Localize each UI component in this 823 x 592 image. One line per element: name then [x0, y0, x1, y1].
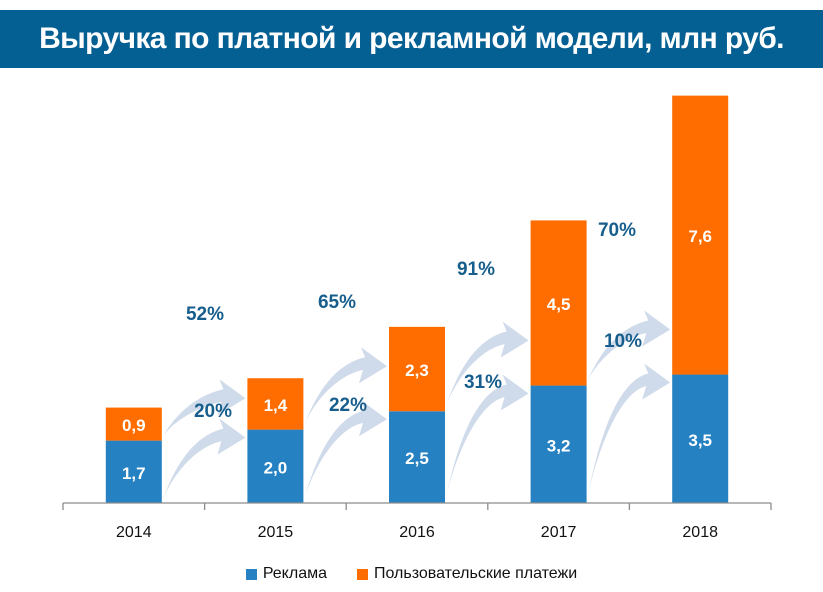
- data-label-payments: 4,5: [547, 295, 571, 314]
- chart-title: Выручка по платной и рекламной модели, м…: [39, 22, 784, 55]
- x-tick-label: 2017: [541, 524, 577, 541]
- bar-payments: [105, 407, 162, 441]
- growth-arrow-advertising: [303, 400, 387, 503]
- growth-arrow-payments: [303, 347, 387, 428]
- data-label-advertising: 1,7: [122, 464, 146, 483]
- growth-arrow-payments: [161, 379, 246, 439]
- legend-item-payments: Пользовательские платежи: [357, 565, 577, 583]
- bar-payments: [247, 378, 304, 430]
- growth-arrow-advertising: [161, 418, 246, 503]
- growth-label-advertising: 22%: [329, 395, 367, 416]
- growth-label-payments: 65%: [318, 292, 356, 313]
- bar-advertising: [389, 411, 445, 503]
- growth-label-advertising: 20%: [194, 401, 232, 422]
- data-label-payments: 0,9: [122, 416, 146, 435]
- data-label-payments: 7,6: [688, 227, 712, 246]
- data-label-payments: 2,3: [405, 361, 429, 380]
- bar-payments: [672, 95, 729, 375]
- chart-title-banner: Выручка по платной и рекламной модели, м…: [0, 10, 823, 68]
- growth-arrow-payments: [586, 310, 671, 384]
- growth-arrow-advertising: [445, 374, 529, 503]
- x-tick-label: 2016: [399, 524, 435, 541]
- growth-arrow-payments: [445, 321, 529, 410]
- bar-advertising: [105, 440, 162, 503]
- growth-arrow-advertising: [586, 363, 671, 503]
- data-label-payments: 1,4: [264, 396, 288, 415]
- bar-payments: [389, 326, 445, 412]
- growth-label-advertising: 10%: [604, 331, 642, 352]
- data-label-advertising: 3,2: [547, 436, 571, 455]
- growth-label-advertising: 31%: [464, 372, 502, 393]
- bar-advertising: [530, 385, 587, 503]
- growth-label-payments: 70%: [598, 220, 636, 241]
- bar-advertising: [672, 374, 729, 503]
- growth-label-payments: 52%: [186, 304, 224, 325]
- legend: Реклама Пользовательские платежи: [0, 565, 823, 583]
- legend-label-advertising: Реклама: [262, 565, 327, 582]
- growth-label-payments: 91%: [457, 259, 495, 280]
- legend-item-advertising: Реклама: [245, 565, 327, 583]
- bar-payments: [530, 220, 587, 386]
- data-label-advertising: 2,0: [264, 458, 288, 477]
- x-tick-label: 2014: [116, 524, 152, 541]
- data-label-advertising: 2,5: [405, 449, 429, 468]
- bar-advertising: [247, 429, 304, 503]
- legend-label-payments: Пользовательские платежи: [374, 565, 578, 582]
- data-label-advertising: 3,5: [688, 431, 712, 450]
- x-tick-label: 2015: [258, 524, 294, 541]
- legend-swatch-payments: [357, 568, 368, 580]
- legend-swatch-advertising: [245, 568, 257, 580]
- x-tick-label: 2018: [682, 524, 718, 541]
